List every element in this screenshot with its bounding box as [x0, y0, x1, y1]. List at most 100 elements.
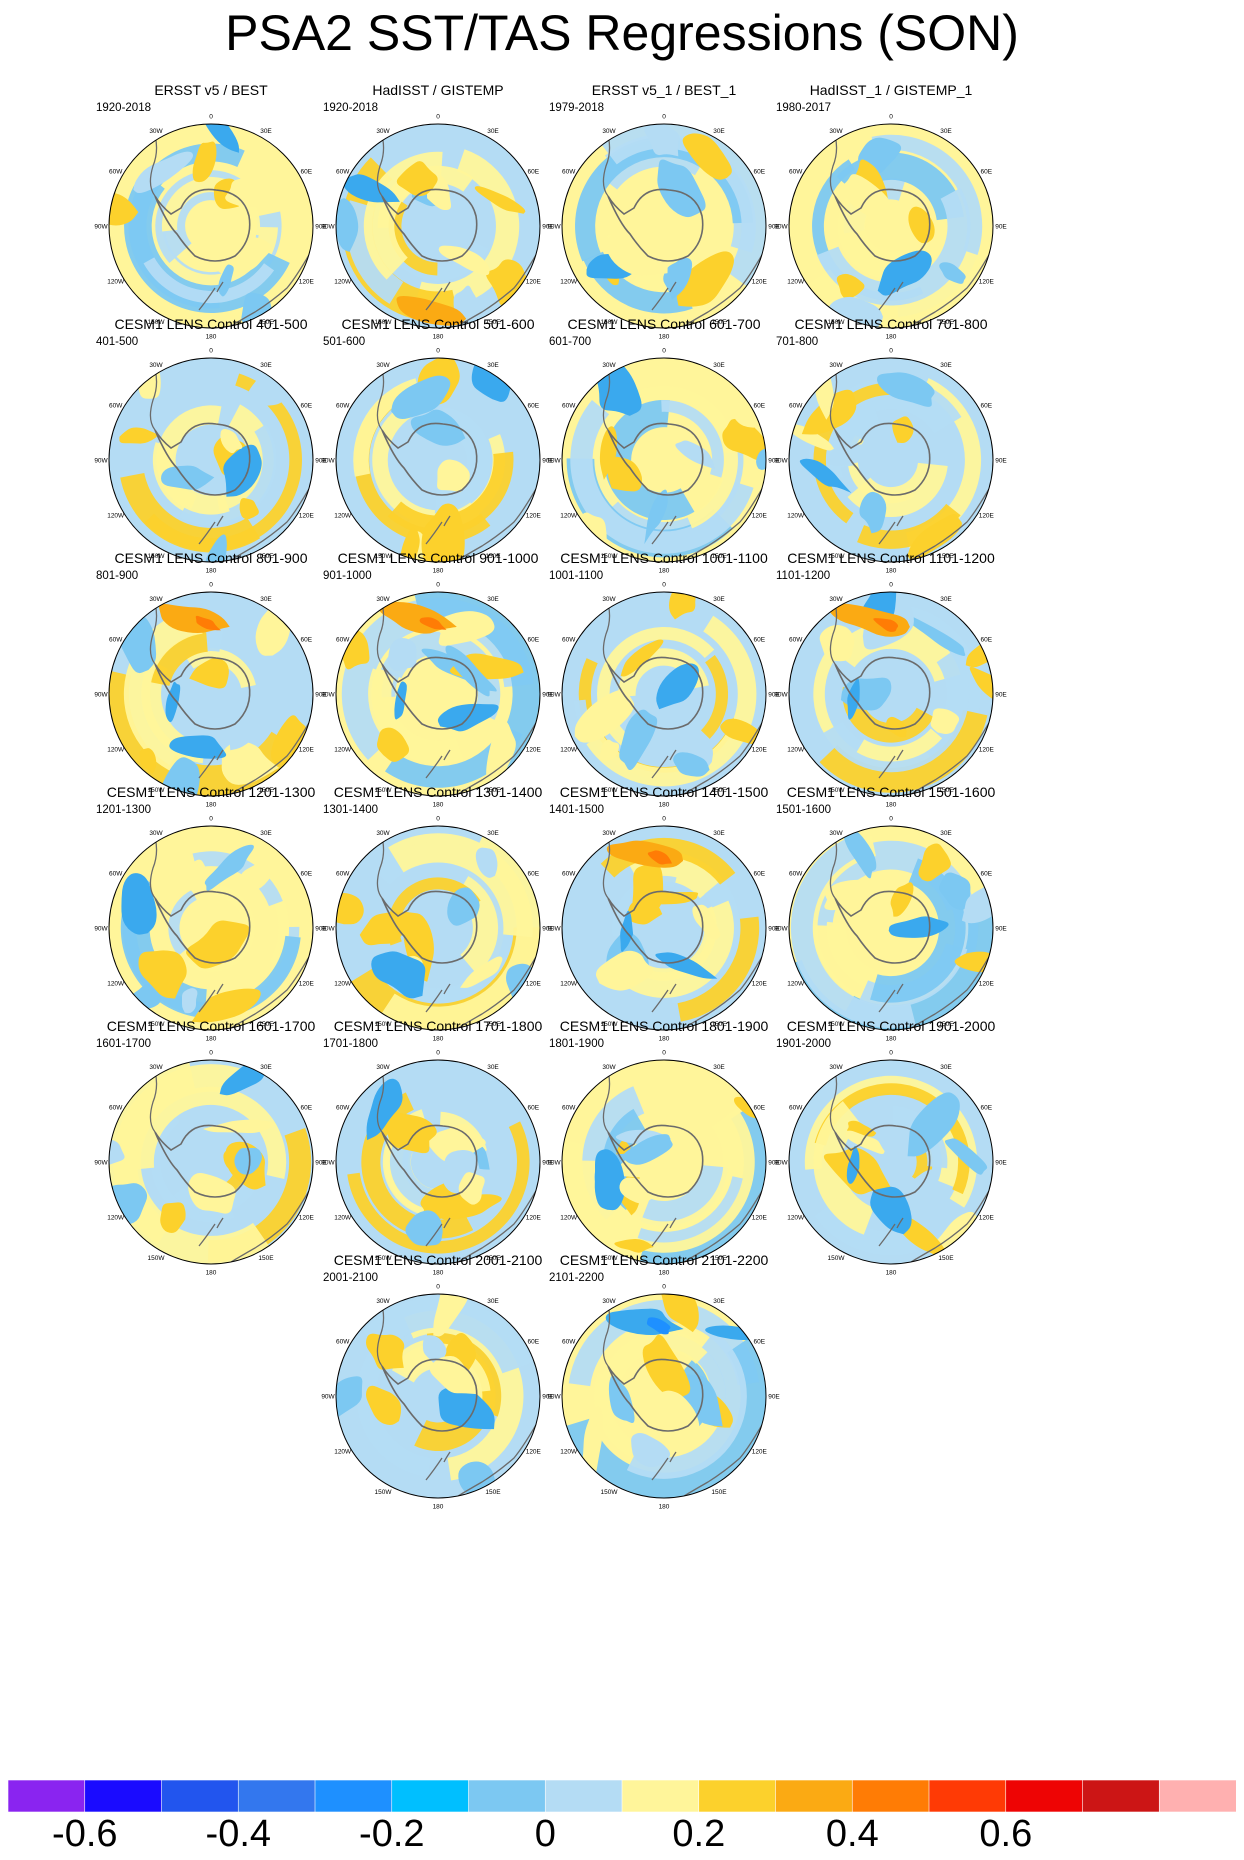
longitude-label: 60E [754, 403, 766, 410]
anomaly-band [426, 1332, 502, 1417]
anomaly-patch [907, 514, 962, 561]
colorbar-tick-label: 0 [534, 1813, 556, 1855]
longitude-label: 180 [206, 568, 217, 575]
map-panel: CESM1 LENS Control 1601-1700 1601-1700 0 30… [80, 1018, 342, 1288]
longitude-label: 90E [995, 926, 1007, 933]
longitude-label: 0 [436, 1284, 440, 1291]
map-border [561, 123, 767, 329]
longitude-label: 150E [485, 553, 501, 560]
antarctica-coastline [381, 1358, 478, 1432]
longitude-label: 60W [562, 169, 576, 176]
longitude-label: 150W [601, 787, 619, 794]
longitude-label: 90E [768, 692, 780, 699]
anomaly-patch [109, 192, 139, 226]
map-border [788, 1059, 994, 1265]
longitude-label: 150E [938, 1021, 954, 1028]
longitude-label: 30E [940, 128, 952, 135]
panel-title: CESM1 LENS Control 1501-1600 [786, 784, 996, 800]
anomaly-patch [903, 615, 966, 656]
figure-title: PSA2 SST/TAS Regressions (SON) [225, 5, 1019, 61]
panel-title: CESM1 LENS Control 1801-1900 [559, 1018, 769, 1034]
new-zealand-coastline [198, 281, 224, 311]
anomaly-patch [410, 409, 466, 446]
antarctica-coastline [381, 1124, 478, 1198]
longitude-label: 120E [526, 981, 542, 988]
longitude-label: 120E [526, 1215, 542, 1222]
longitude-label: 0 [889, 582, 893, 589]
anomaly-patch [396, 161, 438, 197]
longitude-label: 150E [258, 553, 274, 560]
anomaly-patch [876, 372, 935, 407]
longitude-label: 60W [109, 403, 123, 410]
longitude-label: 90E [995, 1160, 1007, 1167]
longitude-label: 30W [602, 128, 616, 135]
map-border [561, 825, 767, 1031]
anomaly-patch [608, 1375, 635, 1424]
map-panel: CESM1 LENS Control 1201-1300 1201-1300 0 30… [80, 784, 342, 1054]
map-border [335, 357, 541, 563]
anomaly-patch [656, 1294, 699, 1333]
longitude-label: 150E [258, 319, 274, 326]
anomaly-patch [842, 174, 895, 227]
longitude-label: 30W [602, 596, 616, 603]
longitude-label: 150E [711, 1489, 727, 1496]
anomaly-patch [429, 1355, 480, 1395]
longitude-label: 90W [547, 1160, 561, 1167]
map-border [788, 123, 994, 329]
anomaly-band [637, 1176, 743, 1243]
anomaly-patch [644, 489, 668, 545]
map-border [335, 825, 541, 1031]
map-border [561, 1293, 767, 1499]
longitude-label: 0 [209, 816, 213, 823]
longitude-label: 150E [711, 553, 727, 560]
longitude-label: 150E [938, 787, 954, 794]
anomaly-patch [663, 257, 693, 300]
longitude-label: 60E [528, 871, 540, 878]
australia-coastline [683, 247, 766, 327]
panel-period-label: 1980-2017 [776, 102, 831, 114]
antarctica-coastline [154, 188, 251, 262]
longitude-label: 90W [321, 1394, 335, 1401]
polar-map: 0 30E 60E 90E 120E 150E 180 150W 120W 90W 60W 30W [94, 348, 327, 575]
map-border [788, 825, 994, 1031]
panel-period-label: 601-700 [549, 336, 592, 348]
longitude-label: 30E [940, 830, 952, 837]
longitude-label: 60W [336, 1105, 350, 1112]
longitude-label: 0 [662, 1284, 666, 1291]
longitude-label: 0 [889, 348, 893, 355]
polar-map: 0 30E 60E 90E 120E 150E 180 150W 120W 90W 60W 30W [547, 582, 780, 809]
panel-period-label: 1201-1300 [96, 804, 151, 816]
anomaly-band [341, 597, 534, 761]
longitude-label: 60E [301, 403, 313, 410]
anomaly-band [647, 1333, 727, 1420]
anomaly-band [870, 858, 966, 1003]
map-panel: CESM1 LENS Control 1701-1800 1701-1800 0 30… [307, 1018, 569, 1288]
anomaly-patch [642, 1334, 691, 1399]
longitude-label: 150W [375, 553, 393, 560]
anomaly-band [362, 1296, 532, 1374]
anomaly-patch [133, 151, 194, 194]
anomaly-patch [892, 416, 914, 444]
panel-period-label: 1901-2000 [776, 1038, 831, 1050]
anomaly-patch [969, 666, 993, 708]
anomaly-patch [438, 245, 490, 276]
longitude-label: 150W [601, 1021, 619, 1028]
longitude-label: 150W [148, 1255, 166, 1262]
new-zealand-coastline [198, 515, 224, 545]
antarctica-coastline [834, 1124, 931, 1198]
anomaly-band [677, 916, 760, 1022]
longitude-label: 180 [659, 802, 670, 809]
new-zealand-coastline [425, 983, 451, 1013]
longitude-label: 60W [109, 169, 123, 176]
strong-anomaly [646, 1317, 671, 1335]
anomaly-patch [655, 952, 718, 979]
longitude-label: 30E [713, 1064, 725, 1071]
longitude-label: 120E [979, 513, 995, 520]
longitude-label: 150E [711, 1021, 727, 1028]
anomaly-patch [225, 178, 275, 208]
longitude-label: 0 [889, 114, 893, 121]
panel-period-label: 1401-1500 [549, 804, 604, 816]
anomaly-patch [460, 956, 503, 988]
longitude-label: 120W [107, 513, 125, 520]
longitude-label: 30W [376, 830, 390, 837]
